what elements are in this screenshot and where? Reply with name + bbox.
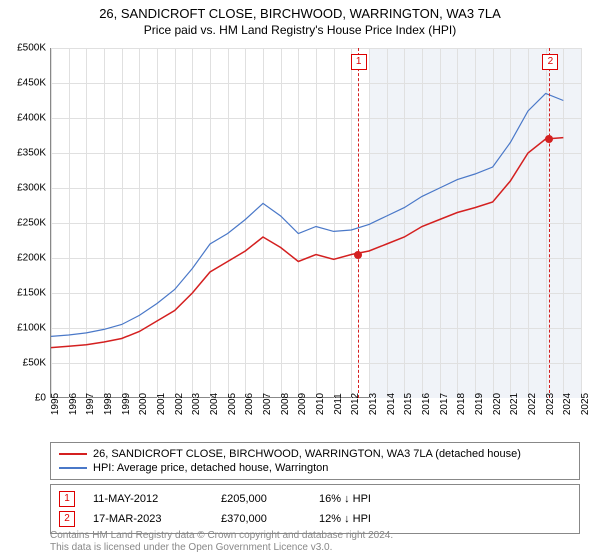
- x-tick-label: 2015: [403, 393, 414, 415]
- x-tick-label: 2002: [174, 393, 185, 415]
- x-tick-label: 2014: [386, 393, 397, 415]
- chart-title: 26, SANDICROFT CLOSE, BIRCHWOOD, WARRING…: [0, 0, 600, 21]
- legend-row: 26, SANDICROFT CLOSE, BIRCHWOOD, WARRING…: [59, 447, 571, 461]
- series-lines: [51, 48, 581, 398]
- sales-rel: 12% ↓ HPI: [319, 513, 419, 525]
- y-tick-label: £200K: [17, 253, 46, 264]
- x-tick-label: 1995: [50, 393, 61, 415]
- plot-area: 12: [50, 48, 580, 398]
- y-tick-label: £450K: [17, 78, 46, 89]
- x-tick-label: 2000: [138, 393, 149, 415]
- marker-label: 1: [351, 54, 367, 70]
- x-tick-label: 2003: [191, 393, 202, 415]
- y-tick-label: £350K: [17, 148, 46, 159]
- sales-date: 11-MAY-2012: [93, 493, 203, 505]
- chart-area: 12 1995199619971998199920002001200220032…: [50, 48, 580, 418]
- x-tick-label: 2018: [456, 393, 467, 415]
- x-tick-label: 2022: [527, 393, 538, 415]
- x-tick-label: 2012: [350, 393, 361, 415]
- sales-marker: 2: [59, 511, 75, 527]
- legend-row: HPI: Average price, detached house, Warr…: [59, 461, 571, 475]
- x-tick-label: 1997: [85, 393, 96, 415]
- marker-line: [358, 48, 359, 398]
- legend: 26, SANDICROFT CLOSE, BIRCHWOOD, WARRING…: [50, 442, 580, 480]
- y-tick-label: £300K: [17, 183, 46, 194]
- x-tick-label: 1998: [103, 393, 114, 415]
- footnote-line: Contains HM Land Registry data © Crown c…: [50, 530, 580, 542]
- x-tick-label: 2023: [545, 393, 556, 415]
- sales-price: £370,000: [221, 513, 301, 525]
- marker-line: [549, 48, 550, 398]
- marker-label: 2: [542, 54, 558, 70]
- series-hpi: [51, 94, 563, 337]
- y-tick-label: £500K: [17, 43, 46, 54]
- sales-rel: 16% ↓ HPI: [319, 493, 419, 505]
- sales-row: 2 17-MAR-2023 £370,000 12% ↓ HPI: [59, 509, 571, 529]
- x-tick-label: 2008: [280, 393, 291, 415]
- y-tick-label: £0: [35, 393, 46, 404]
- legend-swatch: [59, 467, 87, 469]
- x-tick-label: 2024: [562, 393, 573, 415]
- x-tick-label: 2009: [297, 393, 308, 415]
- chart-subtitle: Price paid vs. HM Land Registry's House …: [0, 21, 600, 37]
- footnote: Contains HM Land Registry data © Crown c…: [50, 530, 580, 554]
- y-tick-label: £400K: [17, 113, 46, 124]
- x-tick-label: 2010: [315, 393, 326, 415]
- legend-text: 26, SANDICROFT CLOSE, BIRCHWOOD, WARRING…: [93, 448, 521, 460]
- x-tick-label: 2019: [474, 393, 485, 415]
- sales-date: 17-MAR-2023: [93, 513, 203, 525]
- x-tick-label: 2011: [333, 393, 344, 415]
- x-tick-label: 2007: [262, 393, 273, 415]
- footnote-line: This data is licensed under the Open Gov…: [50, 542, 580, 554]
- legend-swatch: [59, 453, 87, 455]
- marker-dot: [545, 135, 553, 143]
- y-tick-label: £250K: [17, 218, 46, 229]
- sales-table: 1 11-MAY-2012 £205,000 16% ↓ HPI 2 17-MAR-202…: [50, 484, 580, 534]
- sales-marker: 1: [59, 491, 75, 507]
- x-tick-label: 1996: [68, 393, 79, 415]
- x-tick-label: 2025: [580, 393, 591, 415]
- x-tick-label: 2021: [509, 393, 520, 415]
- sales-row: 1 11-MAY-2012 £205,000 16% ↓ HPI: [59, 489, 571, 509]
- x-tick-label: 2020: [492, 393, 503, 415]
- x-tick-label: 2016: [421, 393, 432, 415]
- x-tick-label: 1999: [121, 393, 132, 415]
- x-tick-label: 2001: [156, 393, 167, 415]
- legend-text: HPI: Average price, detached house, Warr…: [93, 462, 328, 474]
- gridline-v: [581, 48, 582, 398]
- x-tick-label: 2005: [227, 393, 238, 415]
- x-tick-label: 2017: [439, 393, 450, 415]
- y-tick-label: £50K: [23, 358, 46, 369]
- sales-price: £205,000: [221, 493, 301, 505]
- x-tick-label: 2013: [368, 393, 379, 415]
- x-tick-label: 2004: [209, 393, 220, 415]
- y-tick-label: £150K: [17, 288, 46, 299]
- y-tick-label: £100K: [17, 323, 46, 334]
- x-tick-label: 2006: [244, 393, 255, 415]
- marker-dot: [354, 251, 362, 259]
